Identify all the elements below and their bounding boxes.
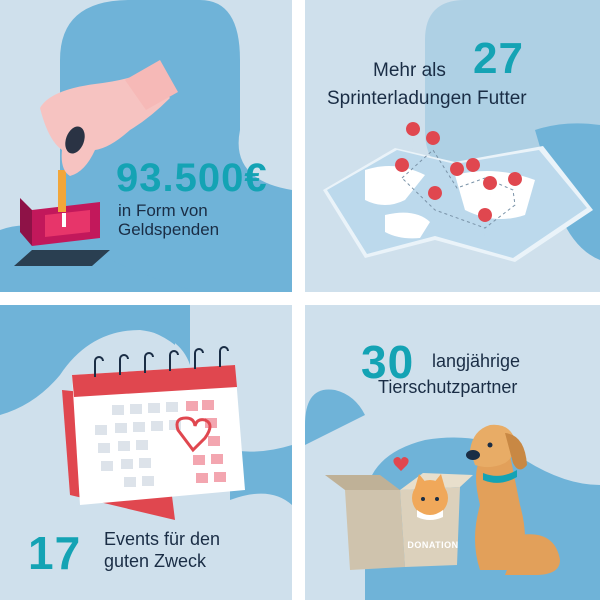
events-count: 17 [28,527,82,579]
panel-partners: 30 langjährige Tierschutzpartner DONATIO… [305,305,600,600]
pets-illustration [305,389,600,600]
calendar-illustration [0,305,292,520]
panel-food-deliveries: Mehr als 27 Sprinterladungen Futter [305,0,600,292]
food-label: Sprinterladungen Futter [327,88,527,109]
events-label-line1: Events für den [104,529,221,549]
panel-events: 17 Events für den guten Zweck [0,305,292,600]
food-count: 27 [473,34,524,83]
partners-label-line1: langjährige [432,351,521,371]
donation-label-line2: Geldspenden [118,220,220,239]
events-label-line2: guten Zweck [104,551,207,571]
partners-label-line2: Tierschutzpartner [378,377,518,397]
donation-amount: 93.500€ [116,156,268,200]
donation-illustration [0,0,292,292]
donation-label-line1: in Form von [118,201,208,220]
panel-donations: 93.500€ in Form von Geldspenden [0,0,292,292]
donation-box-label: DONATION [407,540,459,550]
food-prefix: Mehr als [373,60,446,81]
map-illustration [323,0,600,262]
partners-count: 30 [361,336,415,388]
